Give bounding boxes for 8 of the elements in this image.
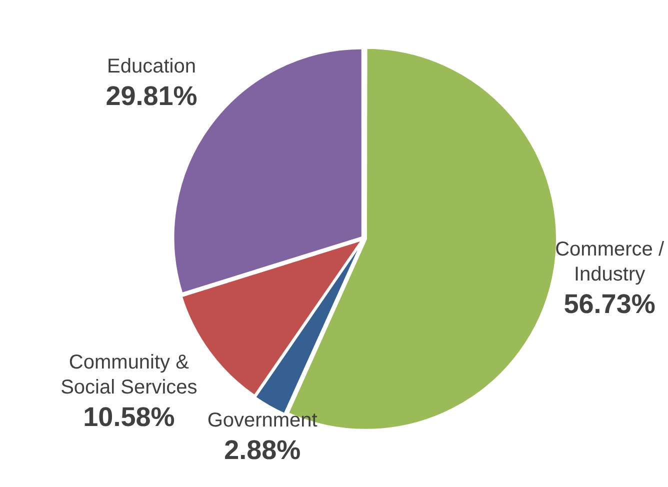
data-label: 56.73% [564, 288, 656, 319]
data-label: 10.58% [83, 402, 175, 432]
slice-label: Commerce / Industry [555, 238, 664, 286]
data-label: 2.88% [224, 434, 301, 465]
data-label: 29.81% [106, 80, 198, 111]
slice-label: Education [106, 55, 196, 78]
slice-label: Community & Social Services [60, 352, 198, 399]
slice-label: Government [207, 409, 318, 432]
